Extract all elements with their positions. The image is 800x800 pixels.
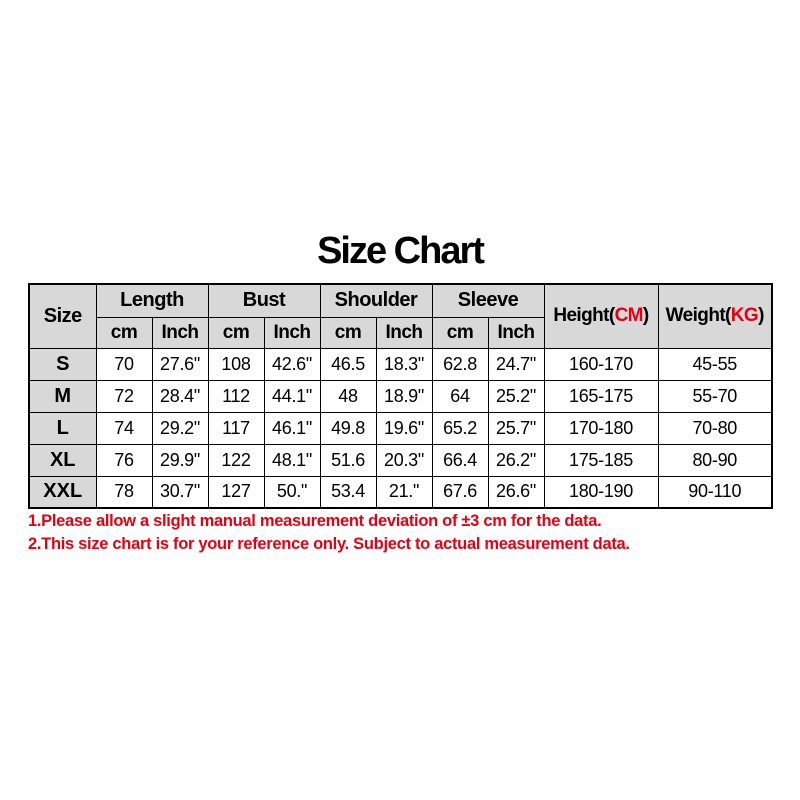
header-row-units: cm Inch cm Inch cm Inch cm Inch bbox=[29, 316, 772, 349]
table-row: L 74 29.2" 117 46.1" 49.8 19.6" 65.2 25.7" 170-18… bbox=[28, 411, 773, 445]
data-cell: 42.6" bbox=[263, 347, 321, 381]
header-weight-unit: KG bbox=[730, 305, 759, 327]
header-size: Size bbox=[28, 283, 97, 349]
data-cell: 48.1" bbox=[263, 443, 321, 477]
data-cell: 70 bbox=[95, 347, 153, 381]
notes: 1.Please allow a slight manual measureme… bbox=[28, 510, 788, 556]
table-row: S 70 27.6" 108 42.6" 46.5 18.3" 62.8 24.7" 160-17… bbox=[28, 347, 773, 381]
header-height-paren: ) bbox=[642, 305, 649, 327]
table-header: Size Length Bust Shoulder Sleeve Height(… bbox=[28, 283, 773, 349]
data-cell: 70-80 bbox=[657, 411, 773, 445]
data-cell: 90-110 bbox=[657, 475, 773, 509]
data-cell: 30.7" bbox=[151, 475, 209, 509]
header-row-groups: Size Length Bust Shoulder Sleeve Height(… bbox=[28, 283, 773, 349]
data-cell: 27.6" bbox=[151, 347, 209, 381]
table-body: S 70 27.6" 108 42.6" 46.5 18.3" 62.8 24.7" 160-17… bbox=[28, 347, 773, 509]
data-cell: 112 bbox=[207, 379, 265, 413]
data-cell: 45-55 bbox=[657, 347, 773, 381]
data-cell: 117 bbox=[207, 411, 265, 445]
data-cell: 175-185 bbox=[543, 443, 659, 477]
header-bust-inch: Inch bbox=[263, 316, 321, 349]
header-shoulder-cm: cm bbox=[319, 316, 377, 349]
table-row: XXL 78 30.7" 127 50." 53.4 21." 67.6 26.6" 180-19… bbox=[28, 475, 773, 509]
data-cell: 25.7" bbox=[487, 411, 545, 445]
data-cell: 80-90 bbox=[657, 443, 773, 477]
data-cell: 53.4 bbox=[319, 475, 377, 509]
data-cell: 127 bbox=[207, 475, 265, 509]
data-cell: 24.7" bbox=[487, 347, 545, 381]
table-row: M 72 28.4" 112 44.1" 48 18.9" 64 25.2" 165-175 55-… bbox=[28, 379, 773, 413]
data-cell: 62.8 bbox=[431, 347, 489, 381]
data-cell: 48 bbox=[319, 379, 377, 413]
data-cell: 46.1" bbox=[263, 411, 321, 445]
header-sleeve-cm: cm bbox=[431, 316, 489, 349]
header-length: Length bbox=[95, 283, 209, 318]
data-cell: 26.2" bbox=[487, 443, 545, 477]
data-cell: 44.1" bbox=[263, 379, 321, 413]
data-cell: 25.2" bbox=[487, 379, 545, 413]
table-row: XL 76 29.9" 122 48.1" 51.6 20.3" 66.4 26.2" 175-1… bbox=[28, 443, 773, 477]
data-cell: 18.9" bbox=[375, 379, 433, 413]
data-cell: 76 bbox=[95, 443, 153, 477]
size-cell: XXL bbox=[28, 475, 97, 509]
data-cell: 50." bbox=[263, 475, 321, 509]
data-cell: 74 bbox=[95, 411, 153, 445]
note-line-1: 1.Please allow a slight manual measureme… bbox=[28, 512, 602, 530]
header-length-cm: cm bbox=[95, 316, 153, 349]
data-cell: 28.4" bbox=[151, 379, 209, 413]
header-sleeve-inch: Inch bbox=[487, 316, 545, 349]
data-cell: 46.5 bbox=[319, 347, 377, 381]
header-height-unit: CM bbox=[614, 305, 644, 327]
page-title: Size Chart bbox=[317, 230, 485, 272]
header-bust-cm: cm bbox=[207, 316, 265, 349]
data-cell: 72 bbox=[95, 379, 153, 413]
size-cell: M bbox=[28, 379, 97, 413]
data-cell: 180-190 bbox=[543, 475, 659, 509]
data-cell: 165-175 bbox=[543, 379, 659, 413]
header-height: Height(CM) bbox=[543, 283, 659, 349]
data-cell: 170-180 bbox=[543, 411, 659, 445]
data-cell: 122 bbox=[207, 443, 265, 477]
data-cell: 29.9" bbox=[151, 443, 209, 477]
header-shoulder-inch: Inch bbox=[375, 316, 433, 349]
data-cell: 29.2" bbox=[151, 411, 209, 445]
data-cell: 26.6" bbox=[487, 475, 545, 509]
header-weight-label: Weight( bbox=[665, 305, 732, 327]
data-cell: 18.3" bbox=[375, 347, 433, 381]
data-cell: 49.8 bbox=[319, 411, 377, 445]
data-cell: 78 bbox=[95, 475, 153, 509]
data-cell: 55-70 bbox=[657, 379, 773, 413]
header-shoulder: Shoulder bbox=[319, 283, 433, 318]
header-weight-paren: ) bbox=[758, 305, 764, 327]
size-cell: XL bbox=[28, 443, 97, 477]
data-cell: 19.6" bbox=[375, 411, 433, 445]
data-cell: 65.2 bbox=[431, 411, 489, 445]
size-chart-table: Size Length Bust Shoulder Sleeve Height(… bbox=[28, 283, 773, 509]
data-cell: 66.4 bbox=[431, 443, 489, 477]
data-cell: 160-170 bbox=[543, 347, 659, 381]
note-line-2: 2.This size chart is for your reference … bbox=[28, 535, 630, 553]
size-cell: S bbox=[28, 347, 97, 381]
data-cell: 21." bbox=[375, 475, 433, 509]
data-cell: 51.6 bbox=[319, 443, 377, 477]
data-cell: 20.3" bbox=[375, 443, 433, 477]
data-cell: 64 bbox=[431, 379, 489, 413]
header-sleeve: Sleeve bbox=[431, 283, 545, 318]
data-cell: 67.6 bbox=[431, 475, 489, 509]
size-cell: L bbox=[28, 411, 97, 445]
header-height-label: Height( bbox=[553, 305, 615, 327]
header-weight: Weight(KG) bbox=[657, 283, 773, 349]
data-cell: 108 bbox=[207, 347, 265, 381]
header-bust: Bust bbox=[207, 283, 321, 318]
header-length-inch: Inch bbox=[151, 316, 209, 349]
